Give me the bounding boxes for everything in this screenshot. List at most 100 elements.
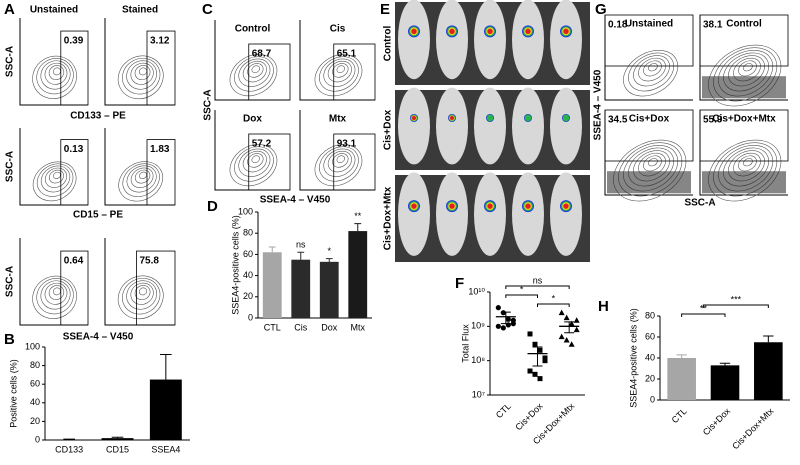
y-tick-label: 60 bbox=[243, 249, 253, 259]
contour bbox=[229, 144, 278, 187]
y-tick-label: 60 bbox=[30, 379, 40, 389]
y-axis-label: Positive cells (%) bbox=[8, 359, 18, 428]
signal bbox=[487, 28, 493, 35]
contour bbox=[53, 171, 61, 179]
contour bbox=[122, 57, 161, 95]
y-axis-label: SSC-A bbox=[5, 46, 16, 77]
point bbox=[568, 320, 575, 327]
point bbox=[563, 314, 570, 321]
signal bbox=[411, 203, 417, 209]
mouse bbox=[550, 87, 582, 165]
error-bar bbox=[763, 335, 774, 343]
error-bar bbox=[500, 311, 511, 325]
mouse bbox=[474, 172, 506, 256]
bracket bbox=[505, 294, 538, 298]
gate bbox=[699, 14, 789, 67]
contour bbox=[134, 169, 151, 184]
plot-title: Unstained bbox=[625, 19, 673, 30]
contour bbox=[32, 275, 77, 319]
events bbox=[702, 76, 786, 99]
point bbox=[568, 341, 575, 347]
gate bbox=[333, 43, 376, 101]
point bbox=[500, 325, 506, 331]
contour bbox=[613, 139, 687, 202]
x-axis-label: CD133 – PE bbox=[70, 111, 126, 122]
point bbox=[527, 368, 533, 374]
signal bbox=[563, 203, 569, 209]
contour bbox=[242, 150, 267, 173]
point bbox=[532, 341, 538, 347]
contour bbox=[134, 285, 151, 301]
gate bbox=[248, 133, 291, 191]
mouse bbox=[550, 172, 582, 256]
contour bbox=[638, 57, 666, 82]
contour bbox=[234, 146, 274, 182]
events bbox=[702, 171, 786, 194]
signal bbox=[525, 28, 531, 35]
point bbox=[542, 355, 548, 361]
bracket bbox=[505, 285, 570, 289]
y-tick-label: 80 bbox=[243, 228, 253, 238]
point bbox=[532, 371, 538, 377]
contour bbox=[648, 158, 658, 167]
contour bbox=[138, 287, 148, 296]
contour bbox=[332, 153, 349, 168]
signal bbox=[411, 28, 417, 35]
bar bbox=[754, 342, 783, 400]
gate-value: 75.8 bbox=[140, 256, 160, 267]
point bbox=[505, 322, 511, 328]
contour bbox=[52, 67, 61, 76]
y-axis-label: SSC-A bbox=[203, 89, 214, 120]
signal bbox=[449, 203, 455, 209]
bar bbox=[667, 358, 696, 400]
contour bbox=[126, 60, 157, 90]
contour bbox=[36, 278, 74, 315]
panel-letter: G bbox=[595, 1, 607, 18]
signal bbox=[525, 203, 531, 209]
gate-value: 38.1 bbox=[703, 20, 723, 31]
x-tick-label: Cis+Dox bbox=[513, 401, 545, 433]
contour bbox=[48, 65, 65, 80]
contour bbox=[323, 58, 356, 87]
plot-title: Control bbox=[235, 24, 271, 35]
annotation: ** bbox=[354, 211, 362, 221]
contour bbox=[126, 165, 157, 193]
y-tick-label: 80 bbox=[30, 360, 40, 370]
point bbox=[505, 316, 511, 322]
y-axis-label: Total Flux bbox=[460, 324, 470, 363]
contour bbox=[234, 56, 274, 92]
gate-value: 55.9 bbox=[703, 115, 723, 126]
annotation: * bbox=[552, 293, 556, 303]
bar bbox=[319, 261, 339, 318]
y-tick-label: 0 bbox=[650, 394, 655, 404]
contour bbox=[738, 155, 757, 172]
contour bbox=[708, 44, 782, 107]
plot-title: Cis+Dox bbox=[629, 114, 670, 125]
contour bbox=[743, 158, 753, 167]
x-axis-label: CD15 – PE bbox=[73, 210, 123, 221]
plot-title: Cis+Dox+Mtx bbox=[712, 114, 776, 125]
mouse bbox=[512, 172, 544, 256]
point bbox=[495, 323, 501, 329]
y-tick-label: 0 bbox=[248, 312, 253, 322]
bar bbox=[149, 379, 182, 440]
contour bbox=[229, 54, 278, 97]
mouse bbox=[398, 172, 430, 256]
signal bbox=[524, 114, 532, 122]
y-axis-label: SSEA4-positive cells (%) bbox=[230, 215, 240, 315]
x-tick-label: CTL bbox=[670, 406, 689, 425]
events bbox=[607, 171, 691, 194]
gate-value: 57.2 bbox=[252, 139, 272, 150]
contour bbox=[32, 161, 77, 202]
bar bbox=[101, 438, 134, 440]
mouse bbox=[436, 172, 468, 256]
signal bbox=[411, 115, 417, 121]
plot-title: Cis bbox=[330, 24, 346, 35]
y-tick-label: 10⁷ bbox=[472, 389, 485, 399]
contour bbox=[643, 60, 662, 77]
gate bbox=[604, 14, 694, 67]
panel-letter: D bbox=[207, 198, 218, 215]
y-tick-label: 100 bbox=[238, 206, 253, 216]
gate bbox=[60, 30, 89, 106]
gate bbox=[699, 109, 789, 162]
